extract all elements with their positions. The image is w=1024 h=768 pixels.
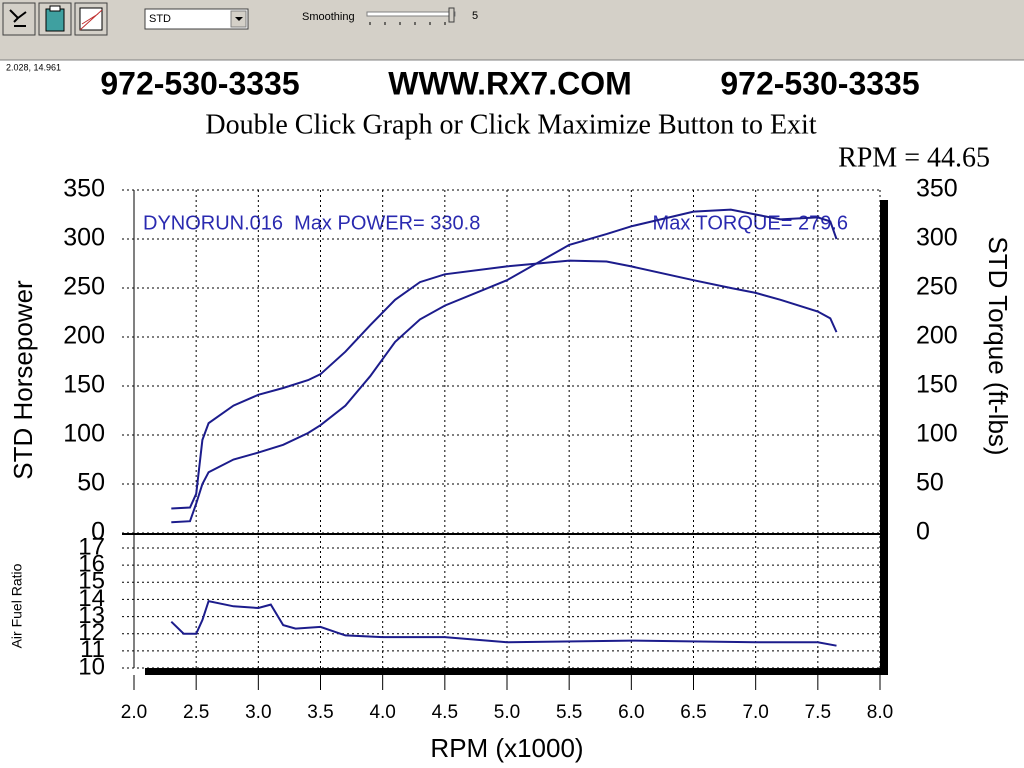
y-tick-label: 50 (77, 469, 105, 497)
x-tick-label: 8.0 (867, 702, 893, 723)
y-tick-label: 17 (78, 533, 105, 560)
x-tick-label: 7.5 (805, 702, 831, 723)
tool-button[interactable] (74, 2, 108, 36)
y2-tick-label: 0 (916, 518, 930, 546)
x-tick-label: 5.5 (556, 702, 582, 723)
mode-value: STD (149, 13, 171, 25)
phone: 972-530-3335 (100, 65, 299, 101)
plot-edge (880, 200, 888, 675)
y-tick-label: 150 (63, 371, 105, 399)
instruction: Double Click Graph or Click Maximize But… (205, 109, 816, 140)
afr-axis-title: Air Fuel Ratio (9, 563, 25, 648)
website: WWW.RX7.COM (388, 65, 632, 101)
y2-tick-label: 200 (916, 322, 958, 350)
x-tick-label: 3.5 (307, 702, 333, 723)
x-tick-label: 6.0 (618, 702, 644, 723)
x-tick-label: 6.5 (680, 702, 706, 723)
y2-tick-label: 100 (916, 420, 958, 448)
phone: 972-530-3335 (720, 65, 919, 101)
y-tick-label: 200 (63, 322, 105, 350)
y-tick-label: 250 (63, 273, 105, 301)
y2-tick-label: 300 (916, 224, 958, 252)
y2-axis-title: STD Torque (ft-lbs) (983, 236, 1013, 455)
x-tick-label: 7.0 (742, 702, 768, 723)
rpm-readout: RPM = 44.65 (838, 142, 990, 173)
y2-tick-label: 250 (916, 273, 958, 301)
y-tick-label: 16 (78, 550, 105, 577)
y2-tick-label: 150 (916, 371, 958, 399)
smoothing-label: Smoothing (302, 11, 355, 23)
y2-tick-label: 50 (916, 469, 944, 497)
plot-edge (145, 668, 888, 675)
x-tick-label: 3.0 (245, 702, 271, 723)
x-tick-label: 4.0 (369, 702, 395, 723)
data-line (171, 208, 838, 524)
x-axis-title: RPM (x1000) (430, 733, 583, 763)
x-tick-label: 5.0 (494, 702, 520, 723)
y-tick-label: 13 (78, 602, 105, 629)
smoothing-slider[interactable] (366, 7, 456, 25)
annotation: Max TORQUE= 279.6 (653, 212, 848, 234)
y-tick-label: 15 (78, 568, 105, 595)
y-tick-label: 300 (63, 224, 105, 252)
data-line (171, 259, 838, 510)
smoothing-value: 5 (472, 10, 478, 22)
y-tick-label: 11 (80, 636, 105, 663)
data-line (170, 599, 837, 647)
y-tick-label: 10 (78, 653, 105, 680)
y-tick-label: 100 (63, 420, 105, 448)
tool-button[interactable] (2, 2, 36, 36)
tool-button[interactable] (38, 2, 72, 36)
mode-select[interactable] (144, 8, 249, 30)
y-tick-label: 14 (78, 585, 105, 612)
y2-tick-label: 350 (916, 175, 958, 203)
x-tick-label: 4.5 (432, 702, 458, 723)
cursor-readout: 2.028, 14.961 (6, 62, 61, 72)
y-tick-label: 0 (91, 518, 105, 546)
x-tick-label: 2.0 (121, 702, 147, 723)
y-axis-title: STD Horsepower (8, 280, 38, 480)
x-tick-label: 2.5 (183, 702, 209, 723)
y-tick-label: 350 (63, 175, 105, 203)
annotation: DYNORUN.016 Max POWER= 330.8 (143, 212, 480, 234)
y-tick-label: 12 (78, 619, 105, 646)
